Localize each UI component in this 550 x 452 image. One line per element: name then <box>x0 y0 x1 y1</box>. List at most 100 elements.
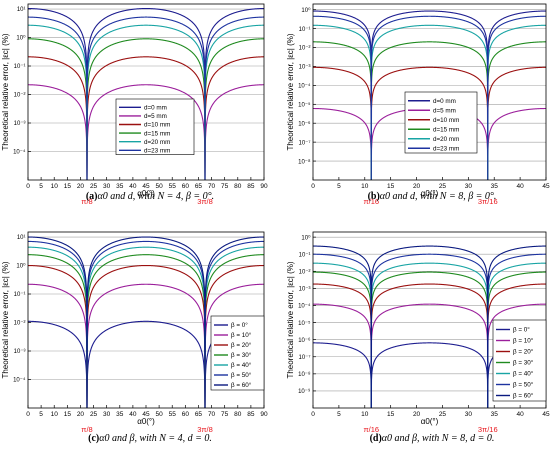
series-line-3 <box>313 66 546 180</box>
y-tick-label: 10⁻⁴ <box>13 377 26 384</box>
chart-panel-c: 10¹ 10⁰ 10⁻¹ 10⁻² 10⁻³ 10⁻⁴ 0 5 10 15 20 25 30 35 40 45… <box>1 231 268 444</box>
y-tick-label: 10⁰ <box>301 7 311 14</box>
y-tick-label: 10⁻⁸ <box>298 371 311 378</box>
caption-text: α0 and d, with N = 4, β = 0°. <box>98 191 215 202</box>
x-tick-label: 5 <box>337 411 341 418</box>
x-tick-label: 80 <box>234 183 242 190</box>
legend-label: β = 20° <box>513 348 534 356</box>
caption: (c)α0 and β, with N = 4, d = 0. <box>88 433 212 444</box>
series-line-3 <box>28 56 264 180</box>
caption-letter: (a) <box>86 191 98 202</box>
legend-label: d=10 mm <box>433 117 459 124</box>
series-line-4 <box>313 271 546 408</box>
x-tick-label: 35 <box>116 411 124 418</box>
y-tick-label: 10⁻¹ <box>14 292 26 298</box>
special-tick-label: π/16 <box>363 197 379 206</box>
x-tick-label: 15 <box>64 411 72 418</box>
caption: (b)α0 and d, with N = 8, β = 0°. <box>368 191 497 202</box>
legend-box <box>115 98 195 155</box>
special-tick-label: 3π/16 <box>478 425 498 434</box>
legend-label: d=5 mm <box>144 113 167 120</box>
legend-label: β = 30° <box>231 351 252 359</box>
caption-text: α0 and β, with N = 8, d = 0. <box>382 433 495 444</box>
y-tick-label: 10⁻² <box>299 270 311 276</box>
x-tick-label: 25 <box>439 183 447 190</box>
x-tick-label: 40 <box>129 183 137 190</box>
x-tick-label: 85 <box>247 183 255 190</box>
legend-label: β = 50° <box>513 381 534 389</box>
y-tick-label: 10⁰ <box>301 234 311 241</box>
y-tick-label: 10¹ <box>17 235 26 241</box>
series-line-3 <box>28 264 264 408</box>
x-tick-label: 75 <box>221 183 229 190</box>
series-line-6 <box>28 16 264 180</box>
legend-label: d=15 mm <box>144 130 170 137</box>
x-tick-label: 10 <box>361 411 369 418</box>
caption-letter: (c) <box>88 433 99 444</box>
y-tick-label: 10⁻⁵ <box>298 320 311 327</box>
legend-label: d=20 mm <box>433 136 459 143</box>
x-tick-label: 80 <box>234 411 242 418</box>
y-tick-label: 10⁻¹ <box>14 64 26 70</box>
legend-box <box>492 319 547 402</box>
legend-label: β = 20° <box>231 341 252 349</box>
y-tick-label: 10⁻⁶ <box>298 120 311 127</box>
y-tick-label: 10¹ <box>17 7 26 13</box>
y-tick-label: 10⁻³ <box>299 65 311 71</box>
caption-text: α0 and d, with N = 8, β = 0°. <box>380 191 497 202</box>
legend-label: β = 30° <box>513 359 534 367</box>
legend-label: β = 0° <box>231 321 248 329</box>
x-tick-label: 25 <box>90 183 98 190</box>
x-tick-label: 55 <box>169 183 177 190</box>
x-tick-label: 35 <box>116 183 124 190</box>
plot-frame <box>27 3 265 181</box>
y-axis-label: Theoretical relative error, |εc| (%) <box>286 33 295 150</box>
x-tick-label: 90 <box>260 411 268 418</box>
x-axis-label: α0(°) <box>137 189 155 198</box>
x-tick-label: 60 <box>182 183 190 190</box>
legend-label: d=10 mm <box>144 122 170 129</box>
x-tick-label: 0 <box>26 183 30 190</box>
x-tick-label: 70 <box>208 183 216 190</box>
series-line-4 <box>28 38 264 180</box>
x-tick-label: 20 <box>413 183 421 190</box>
x-tick-label: 20 <box>77 411 85 418</box>
caption-text: α0 and β, with N = 4, d = 0. <box>99 433 212 444</box>
x-tick-label: 45 <box>142 411 150 418</box>
x-axis-label: α0(°) <box>421 417 439 426</box>
x-axis-label: α0(°) <box>421 189 439 198</box>
x-tick-label: 45 <box>142 183 150 190</box>
legend-label: β = 10° <box>231 331 252 339</box>
series-line-4 <box>28 254 264 408</box>
x-tick-label: 50 <box>155 183 163 190</box>
x-tick-label: 35 <box>491 411 499 418</box>
x-tick-label: 65 <box>195 183 203 190</box>
x-tick-label: 20 <box>77 183 85 190</box>
x-tick-label: 10 <box>51 183 59 190</box>
series-line-5 <box>313 262 546 408</box>
x-tick-label: 25 <box>90 411 98 418</box>
x-tick-label: 10 <box>361 183 369 190</box>
legend-label: d=15 mm <box>433 126 459 133</box>
series-line-3 <box>313 283 546 408</box>
legend-label: d=5 mm <box>433 107 456 114</box>
series-line-2 <box>28 283 264 408</box>
series-line-7 <box>28 236 264 408</box>
y-tick-label: 10⁻⁷ <box>298 354 310 361</box>
chart-panel-b: 10⁰ 10⁻¹ 10⁻² 10⁻³ 10⁻⁴ 10⁻⁵ 10⁻⁶ 10⁻⁷ 10⁻⁸ 0 5 10 1… <box>286 3 550 206</box>
y-tick-label: 10⁻² <box>14 93 26 99</box>
legend-label: β = 60° <box>513 392 534 400</box>
legend-box <box>210 315 265 391</box>
x-tick-label: 30 <box>465 411 473 418</box>
legend-label: d=20 mm <box>144 139 170 146</box>
x-tick-label: 50 <box>155 411 163 418</box>
legend-label: d=0 mm <box>144 105 167 112</box>
legend-label: β = 60° <box>231 381 252 389</box>
y-tick-label: 10⁻² <box>14 321 26 327</box>
series-line-7 <box>313 245 546 408</box>
legend-label: β = 0° <box>513 326 530 334</box>
y-tick-label: 10⁻⁷ <box>298 139 310 146</box>
x-tick-label: 60 <box>182 411 190 418</box>
series-line-2 <box>313 303 546 408</box>
x-axis-label: α0(°) <box>137 417 155 426</box>
